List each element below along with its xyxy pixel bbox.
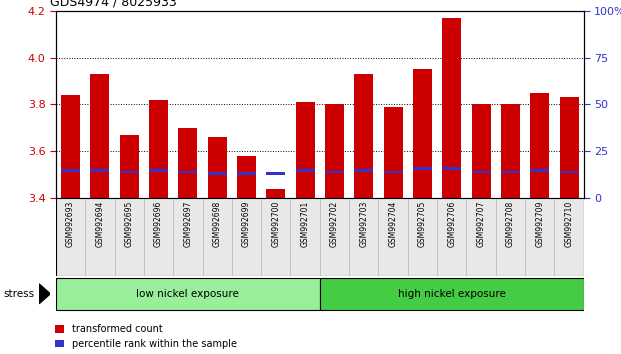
Bar xyxy=(466,198,496,276)
Bar xyxy=(90,169,109,171)
Bar xyxy=(384,171,402,173)
Text: GSM992707: GSM992707 xyxy=(476,201,486,247)
Bar xyxy=(207,137,227,198)
Bar xyxy=(296,102,315,198)
Bar xyxy=(530,169,550,171)
Bar xyxy=(325,104,344,198)
Bar xyxy=(237,156,256,198)
Bar xyxy=(378,198,408,276)
Bar xyxy=(56,278,320,310)
Bar xyxy=(471,171,491,173)
Bar xyxy=(384,107,402,198)
Bar xyxy=(354,169,373,171)
Text: GSM992710: GSM992710 xyxy=(564,201,574,247)
Bar xyxy=(261,198,291,276)
Text: GSM992702: GSM992702 xyxy=(330,201,339,247)
Bar xyxy=(178,171,197,173)
Bar xyxy=(354,74,373,198)
Bar xyxy=(296,169,315,171)
Text: GSM992706: GSM992706 xyxy=(447,201,456,247)
Text: GSM992704: GSM992704 xyxy=(389,201,397,247)
Bar xyxy=(207,172,227,175)
Bar xyxy=(56,198,85,276)
Bar xyxy=(232,198,261,276)
Bar xyxy=(320,198,349,276)
Text: low nickel exposure: low nickel exposure xyxy=(137,289,239,299)
Bar xyxy=(173,198,202,276)
Bar xyxy=(114,198,144,276)
Bar xyxy=(320,278,584,310)
Bar xyxy=(442,18,461,198)
Bar xyxy=(90,74,109,198)
Bar xyxy=(149,169,168,171)
Text: GSM992705: GSM992705 xyxy=(418,201,427,247)
Bar xyxy=(555,198,584,276)
Text: GSM992699: GSM992699 xyxy=(242,201,251,247)
Bar xyxy=(442,167,461,170)
Bar xyxy=(61,95,80,198)
Bar xyxy=(349,198,378,276)
Legend: transformed count, percentile rank within the sample: transformed count, percentile rank withi… xyxy=(55,324,237,349)
Bar xyxy=(120,135,138,198)
Text: GSM992703: GSM992703 xyxy=(360,201,368,247)
Bar xyxy=(501,104,520,198)
Text: GSM992695: GSM992695 xyxy=(125,201,134,247)
Text: GSM992701: GSM992701 xyxy=(301,201,310,247)
Bar xyxy=(237,172,256,175)
Bar xyxy=(85,198,114,276)
Bar xyxy=(325,171,344,173)
Text: GDS4974 / 8025933: GDS4974 / 8025933 xyxy=(50,0,176,9)
Bar xyxy=(437,198,466,276)
Text: GSM992694: GSM992694 xyxy=(96,201,104,247)
Bar xyxy=(408,198,437,276)
Text: GSM992700: GSM992700 xyxy=(271,201,280,247)
Bar xyxy=(413,69,432,198)
Bar xyxy=(144,198,173,276)
Text: high nickel exposure: high nickel exposure xyxy=(398,289,505,299)
Text: GSM992708: GSM992708 xyxy=(506,201,515,247)
Bar xyxy=(501,171,520,173)
Bar xyxy=(525,198,555,276)
Text: GSM992697: GSM992697 xyxy=(183,201,193,247)
Bar xyxy=(291,198,320,276)
Bar xyxy=(266,189,286,198)
Text: stress: stress xyxy=(3,289,34,299)
Bar xyxy=(120,171,138,173)
Polygon shape xyxy=(39,284,50,304)
Bar xyxy=(266,172,286,175)
Bar xyxy=(202,198,232,276)
Text: GSM992693: GSM992693 xyxy=(66,201,75,247)
Text: GSM992696: GSM992696 xyxy=(154,201,163,247)
Bar xyxy=(413,167,432,170)
Bar xyxy=(178,128,197,198)
Bar xyxy=(471,104,491,198)
Text: GSM992698: GSM992698 xyxy=(212,201,222,247)
Bar xyxy=(530,93,550,198)
Bar xyxy=(496,198,525,276)
Bar xyxy=(149,100,168,198)
Bar xyxy=(61,169,80,171)
Text: GSM992709: GSM992709 xyxy=(535,201,544,247)
Bar xyxy=(560,171,579,173)
Bar xyxy=(560,97,579,198)
